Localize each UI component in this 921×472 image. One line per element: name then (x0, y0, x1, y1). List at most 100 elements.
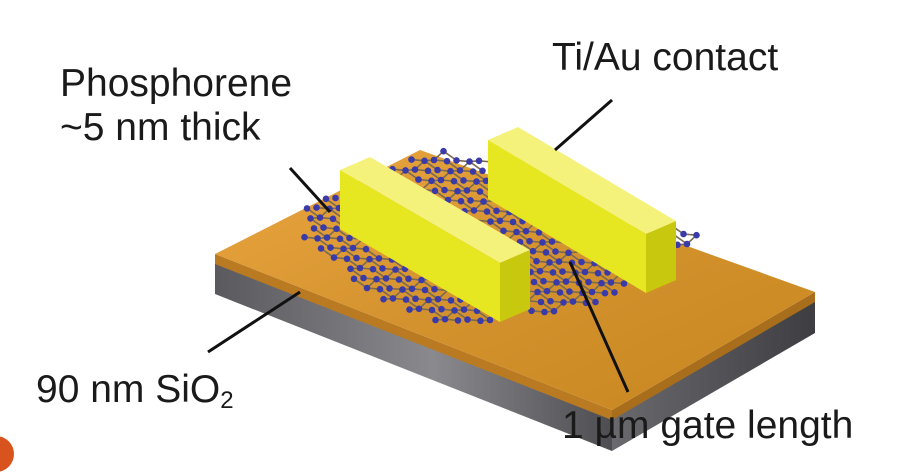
phosphorus-atom (569, 298, 577, 305)
device-diagram (207, 98, 815, 451)
phosphorene-leader-line (288, 166, 332, 214)
phosphorus-atom (317, 245, 325, 252)
phosphorus-atom (327, 244, 334, 251)
phosphorus-atom (522, 227, 530, 235)
phosphorus-atom (535, 229, 543, 236)
phosphorus-atom (548, 238, 556, 245)
phosphorus-atom (601, 289, 609, 297)
phosphorus-atom (340, 245, 347, 253)
phosphorus-atom (487, 218, 494, 225)
phosphorus-atom (421, 157, 428, 165)
phosphorus-atom (559, 268, 566, 275)
contact-label: Ti/Au contact (552, 36, 779, 79)
phosphorus-atom (466, 158, 473, 165)
phosphorus-atom (389, 295, 397, 302)
phosphorus-atom (539, 239, 546, 246)
phosphorus-atom (323, 234, 331, 241)
phosphorene-label-line1: Phosphorene (60, 62, 293, 105)
phosphorus-atom (588, 288, 596, 296)
phosphorus-atom (549, 269, 557, 276)
oxide-right-face (612, 292, 815, 420)
oxide-label-main: 90 nm SiO (36, 368, 221, 411)
phosphorus-atom (607, 279, 615, 286)
phosphorus-atom (456, 167, 464, 174)
phosphorus-atom (594, 269, 602, 277)
phosphorus-atom (438, 305, 445, 313)
phosphorus-atom (349, 244, 357, 252)
phosphorus-atom (526, 237, 533, 245)
phosphorus-atom (542, 249, 550, 256)
phosphorus-atom (430, 156, 438, 164)
phosphorus-atom (428, 306, 436, 314)
phosphorus-atom (680, 230, 687, 238)
phosphorus-atom (369, 265, 377, 273)
oxide-label-subscript: 2 (220, 387, 234, 414)
phosphorus-atom (434, 166, 441, 174)
phosphorus-atom (425, 296, 432, 304)
phosphorus-atom (303, 205, 311, 212)
phosphorus-atom (428, 177, 435, 185)
phosphorus-atom (543, 287, 551, 295)
phosphorus-atom (347, 265, 354, 273)
phosphorus-atom (683, 240, 691, 248)
gate-length-label: 1 µm gate length (562, 404, 854, 447)
contact-leader-line (554, 98, 613, 152)
phosphorus-atom (581, 268, 589, 276)
phosphorus-atom (620, 280, 628, 287)
phosphorus-atom (301, 233, 308, 241)
phosphorus-atom (431, 285, 438, 293)
phosphorus-atom (332, 194, 339, 202)
phosphorus-atom (611, 289, 618, 296)
phosphorus-atom (457, 197, 465, 205)
phosphorus-atom (443, 157, 451, 165)
phosphorus-atom (480, 198, 487, 205)
phosphorene-label: Phosphorene ~5 nm thick (60, 62, 292, 149)
phosphorus-atom (496, 217, 504, 225)
phosphorus-atom (454, 187, 461, 195)
phosphorus-atom (509, 218, 517, 226)
right-contact-top (488, 127, 676, 234)
phosphorus-atom (392, 266, 399, 273)
phosphorus-atom (493, 207, 500, 215)
phosphorus-atom (547, 297, 554, 305)
phosphorus-atom (386, 285, 393, 292)
phosphorus-atom (541, 308, 548, 316)
phosphorus-atom (441, 186, 448, 194)
phosphorus-atom (432, 316, 439, 324)
phosphorus-atom (451, 307, 458, 314)
phosphorus-atom (408, 156, 415, 163)
phosphorus-atom (475, 157, 483, 165)
silicon-right-face (612, 300, 815, 451)
phosphorus-atom (585, 278, 592, 286)
left-contact-top (340, 157, 530, 263)
phosphorus-atom (482, 177, 490, 185)
phosphorus-atom (366, 255, 373, 263)
phosphorus-atom (469, 168, 477, 175)
phosphorus-atom (454, 317, 462, 324)
phosphorus-atom (460, 306, 468, 313)
phosphorus-atom (316, 214, 324, 221)
phosphorus-atom (415, 176, 422, 183)
phosphorus-atom (346, 234, 353, 242)
phosphorus-atom (598, 279, 605, 287)
phosphorus-atom (693, 231, 700, 239)
phosphorus-atom (405, 275, 412, 283)
phosphorus-atom (408, 285, 416, 293)
oxide-leader-line (207, 290, 301, 354)
phosphorus-atom (460, 177, 467, 184)
phosphorus-atom (463, 187, 471, 194)
phosphorus-atom (329, 215, 337, 223)
phosphorus-atom (476, 188, 484, 195)
phosphorus-atom (320, 224, 327, 231)
leader-lines (207, 98, 630, 393)
left-contact-right-face (500, 250, 530, 322)
phosphorus-atom (431, 187, 439, 195)
phosphorus-atom (447, 167, 454, 175)
phosphorus-atom (483, 208, 491, 215)
phosphorus-atom (382, 275, 390, 282)
oxide-label: 90 nm SiO2 (36, 368, 234, 415)
phosphorus-atom (415, 305, 423, 313)
left-contact-pad (340, 157, 530, 322)
phosphorus-atom (376, 285, 384, 293)
phosphorus-atom (536, 267, 544, 275)
